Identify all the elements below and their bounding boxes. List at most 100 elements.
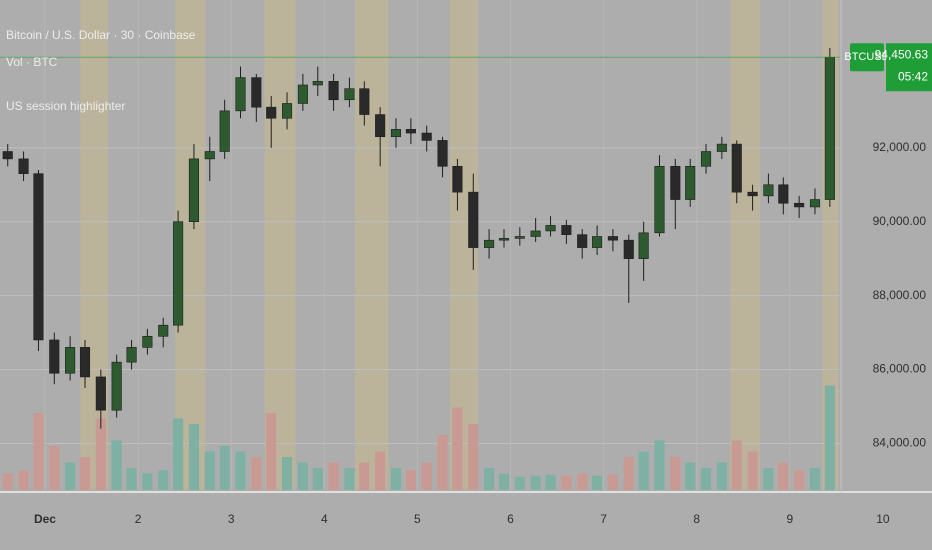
candle-body [390,129,402,138]
indicator-label: US session highlighter [6,99,125,113]
volume-bar [312,468,323,490]
candle-body [375,114,386,138]
candle-body [266,106,277,119]
candle-body [79,347,91,378]
x-tick-label: 10 [876,512,890,526]
candle-body [809,199,821,208]
last-price-label: 94,450.63 [875,47,929,61]
volume-bar [375,451,386,490]
candle-body [33,173,44,341]
volume-label: Vol · BTC [6,55,58,69]
volume-bar [297,462,308,490]
candle-body [219,110,230,152]
candle-body [685,165,696,200]
x-tick-label: 6 [507,512,514,526]
candle-body [794,202,805,208]
candle-body [328,80,339,101]
volume-bar [700,468,712,490]
candle-body [65,347,76,374]
volume-bar [747,451,758,490]
volume-bar [405,470,416,490]
candle-body [282,103,293,119]
candle-body [545,225,556,232]
y-tick-label: 90,000.00 [873,214,927,228]
y-tick-label: 86,000.00 [873,362,927,376]
volume-bar [778,462,789,490]
candle-body [49,339,60,374]
volume-bar [65,462,76,490]
candle-body [592,236,603,248]
candle-body [2,151,13,160]
candle-body [204,151,215,160]
candle-body [452,165,463,193]
volume-bar [514,476,525,490]
volume-bar [111,440,122,490]
candle-body [670,165,681,200]
chart-title: Bitcoin / U.S. Dollar · 30 · Coinbase [6,28,196,42]
volume-bar [670,457,681,490]
candle-body [344,88,355,101]
candle-body [468,191,479,248]
volume-bar [763,468,774,490]
candle-body [188,158,199,223]
volume-bar [33,413,44,490]
volume-bar [716,462,727,490]
volume-bar [49,446,60,490]
volume-bar [158,470,169,490]
symbol-box [850,43,884,72]
volume-bar [204,451,215,490]
volume-bar [809,468,821,490]
volume-bar [266,413,277,490]
x-tick-label: 9 [786,512,793,526]
volume-bar [126,468,137,490]
candle-body [421,132,432,141]
candle-body [530,230,541,237]
volume-bar [437,435,448,490]
candle-body [607,236,618,241]
volume-bar [452,407,463,490]
volume-bar [219,446,230,490]
candle-body [763,184,774,197]
session-band [355,0,389,490]
session-band [80,0,109,490]
volume-bar [794,470,805,490]
x-tick-label: 3 [228,512,235,526]
candle-body [18,158,29,174]
volume-bar [731,440,742,490]
volume-bar [18,470,29,490]
session-band [730,0,761,490]
candle-body [824,56,835,200]
candle-body [716,143,727,152]
x-tick-label: 2 [135,512,142,526]
candle-body [484,239,495,248]
volume-bar [359,462,370,490]
volume-bar [561,475,572,490]
volume-bar [344,468,355,490]
volume-bar [623,457,634,490]
candle-body [405,129,416,134]
session-band [264,0,296,490]
volume-bar [251,457,262,490]
candle-body [654,165,665,234]
y-tick-label: 84,000.00 [873,436,927,450]
candle-body [747,191,758,197]
candle-body [623,239,634,259]
candle-body [437,140,448,167]
volume-bar [95,418,106,490]
x-tick-label: 4 [321,512,328,526]
volume-bar [577,473,588,490]
volume-bar [2,473,13,490]
volume-bar [188,424,200,490]
volume-bar [235,451,246,490]
candle-body [251,77,262,108]
candle-body [158,324,169,337]
x-tick-label: 7 [600,512,607,526]
volume-bar [592,475,603,490]
y-tick-label: 88,000.00 [873,288,927,302]
candle-body [297,84,308,104]
volume-bar [421,462,432,490]
volume-bar [390,468,402,490]
volume-bar [638,451,649,490]
candle-body [235,77,246,112]
